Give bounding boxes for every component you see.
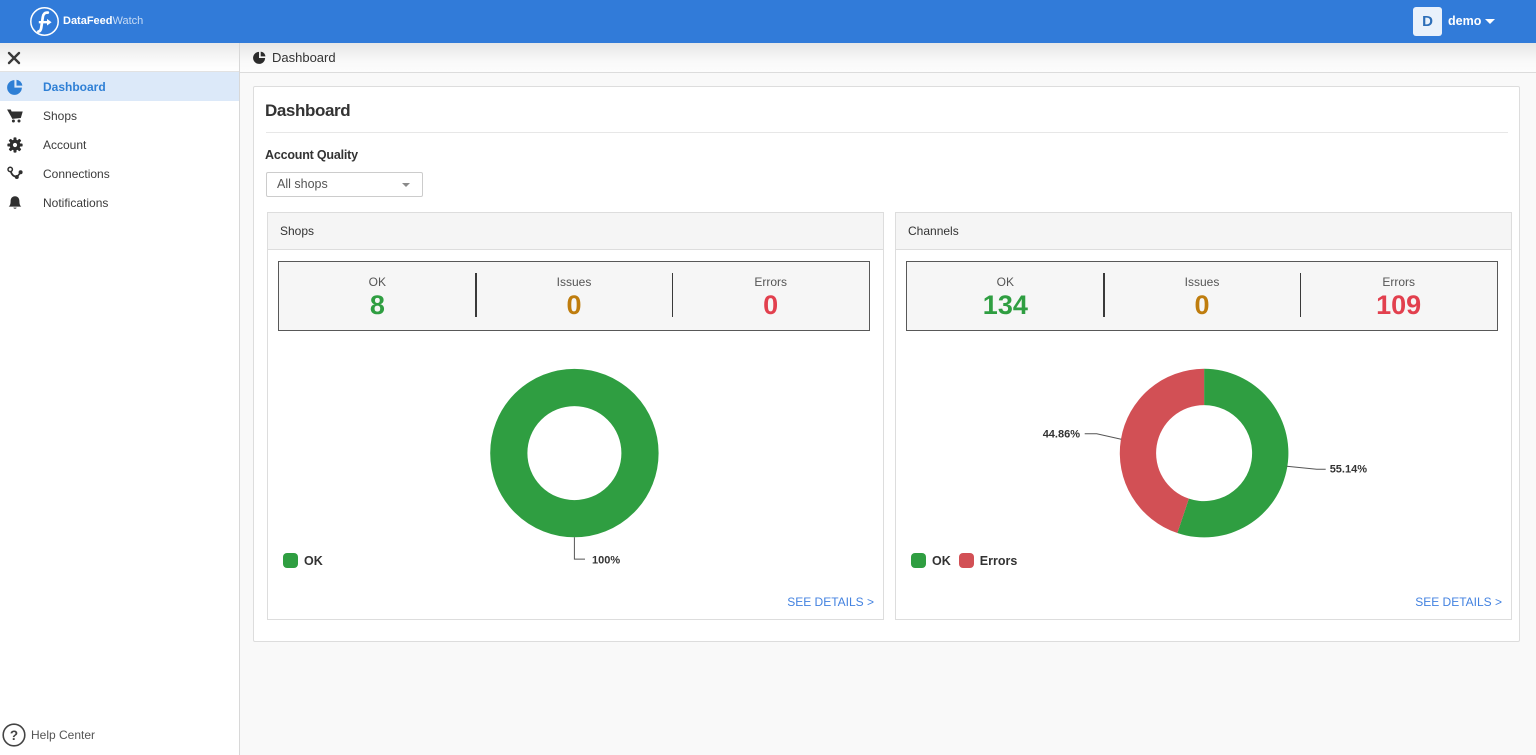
svg-text:100%: 100%	[592, 555, 620, 567]
svg-text:55.14%: 55.14%	[1330, 463, 1368, 475]
svg-text:44.86%: 44.86%	[1043, 428, 1081, 440]
svg-text:?: ?	[10, 728, 18, 743]
